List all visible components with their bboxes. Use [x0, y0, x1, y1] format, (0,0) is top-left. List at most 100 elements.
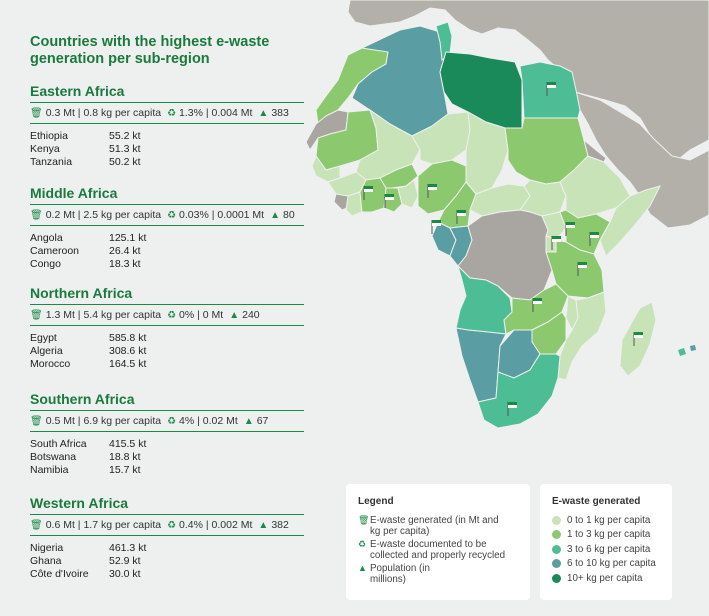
- documented-value: 0% | 0 Mt: [179, 309, 224, 321]
- trash-bin-icon: 🗑︎: [30, 107, 43, 119]
- country-name: Algeria: [30, 345, 63, 357]
- country-row: Morocco 164.5 kt: [30, 358, 304, 371]
- recycle-icon: ♻︎: [167, 519, 177, 531]
- region-title: Middle Africa: [30, 185, 118, 201]
- country-row: Algeria 308.6 kt: [30, 345, 304, 358]
- country-name: Tanzania: [30, 156, 73, 168]
- scale-item: 0 to 1 kg per capita: [552, 515, 660, 526]
- color-swatch: [552, 530, 561, 540]
- country-name: Kenya: [30, 143, 60, 155]
- recycle-icon: ♻︎: [358, 539, 367, 549]
- country-value: 50.2 kt: [109, 156, 141, 168]
- country-row: Nigeria 461.3 kt: [30, 542, 304, 555]
- country-eritrea: [583, 138, 607, 163]
- color-swatch: [552, 573, 561, 583]
- country-row: Cameroon 26.4 kt: [30, 245, 304, 258]
- legend-panel: Legend 🗑︎ E-waste generated (in Mt and k…: [346, 484, 530, 600]
- country-row: Egypt 585.8 kt: [30, 332, 304, 345]
- documented-value: 1.3% | 0.004 Mt: [179, 107, 253, 119]
- generated-value: 0.2 Mt | 2.5 kg per capita: [45, 209, 162, 221]
- country-row: South Africa 415.5 kt: [30, 438, 304, 451]
- scale-panel: E-waste generated 0 to 1 kg per capita 1 …: [540, 484, 672, 600]
- country-name: Ghana: [30, 555, 62, 567]
- scale-title: E-waste generated: [552, 496, 641, 507]
- country-name: Congo: [30, 258, 61, 270]
- person-icon: ▲: [258, 107, 269, 119]
- color-swatch: [552, 559, 561, 569]
- country-row: Angola 125.1 kt: [30, 232, 304, 245]
- flag-icon: [565, 222, 575, 236]
- person-icon: ▲: [243, 415, 254, 427]
- country-list: Angola 125.1 kt Cameroon 26.4 kt Congo 18.3 k…: [30, 232, 304, 271]
- region-title: Southern Africa: [30, 391, 135, 407]
- generated-value: 1.3 Mt | 5.4 kg per capita: [45, 309, 162, 321]
- scale-list: 0 to 1 kg per capita 1 to 3 kg per capita…: [552, 515, 660, 584]
- scale-item-label: 10+ kg per capita: [567, 572, 643, 584]
- country-value: 585.8 kt: [109, 332, 147, 344]
- trash-bin-icon: 🗑︎: [30, 519, 43, 531]
- scale-item: 10+ kg per capita: [552, 573, 660, 584]
- scale-item: 3 to 6 kg per capita: [552, 544, 660, 555]
- country-value: 415.5 kt: [109, 438, 147, 450]
- country-value: 26.4 kt: [109, 245, 141, 257]
- recycle-icon: ♻︎: [167, 107, 177, 119]
- region-title: Eastern Africa: [30, 83, 125, 99]
- population-value: 240: [242, 309, 260, 321]
- country-value: 52.9 kt: [109, 555, 141, 567]
- region-stats: 🗑︎ 0.6 Mt | 1.7 kg per capita ♻︎ 0.4% | 0.0…: [30, 514, 304, 536]
- population-value: 80: [282, 209, 295, 221]
- legend-item: ▲ Population (in millions): [358, 563, 518, 585]
- scale-item: 6 to 10 kg per capita: [552, 558, 660, 569]
- scale-item-label: 1 to 3 kg per capita: [567, 529, 651, 541]
- country-value: 18.8 kt: [109, 451, 141, 463]
- country-list: Ethiopia 55.2 kt Kenya 51.3 kt Tanzania 50.2 …: [30, 130, 304, 169]
- country-value: 51.3 kt: [109, 143, 141, 155]
- region-stats: 🗑︎ 0.3 Mt | 0.8 kg per capita ♻︎ 1.3% | 0.0…: [30, 102, 304, 124]
- region-block: Western Africa 🗑︎ 0.6 Mt | 1.7 kg per capi…: [30, 494, 304, 581]
- trash-bin-icon: 🗑︎: [30, 209, 43, 221]
- region-title: Northern Africa: [30, 285, 133, 301]
- country-row: Namibia 15.7 kt: [30, 464, 304, 477]
- legend-item: 🗑︎ E-waste generated (in Mt and kg per c…: [358, 515, 518, 537]
- flag-icon: [427, 184, 437, 198]
- country-name: Ethiopia: [30, 130, 68, 142]
- country-row: Ghana 52.9 kt: [30, 555, 304, 568]
- region-stats: 🗑︎ 0.2 Mt | 2.5 kg per capita ♻︎ 0.03% | 0.…: [30, 204, 304, 226]
- region-block: Southern Africa 🗑︎ 0.5 Mt | 6.9 kg per cap…: [30, 390, 304, 477]
- scale-item-label: 3 to 6 kg per capita: [567, 543, 651, 555]
- country-row: Botswana 18.8 kt: [30, 451, 304, 464]
- flag-icon: [456, 210, 466, 224]
- trash-bin-icon: 🗑︎: [30, 415, 43, 427]
- color-swatch: [552, 544, 561, 554]
- country-value: 30.0 kt: [109, 568, 141, 580]
- country-value: 461.3 kt: [109, 542, 147, 554]
- country-name: South Africa: [30, 438, 87, 450]
- country-mozambique: [557, 291, 607, 381]
- flag-icon: [431, 220, 441, 234]
- recycle-icon: ♻︎: [167, 309, 177, 321]
- generated-value: 0.6 Mt | 1.7 kg per capita: [45, 519, 162, 531]
- flag-icon: [551, 236, 561, 250]
- flag-icon: [577, 262, 587, 276]
- region-block: Middle Africa 🗑︎ 0.2 Mt | 2.5 kg per capit…: [30, 184, 304, 271]
- population-value: 382: [271, 519, 289, 531]
- person-icon: ▲: [270, 209, 280, 221]
- legend-title: Legend: [358, 496, 394, 507]
- country-row: Ethiopia 55.2 kt: [30, 130, 304, 143]
- scale-item-label: 6 to 10 kg per capita: [567, 558, 656, 570]
- legend-item-label: E-waste generated (in Mt and kg per capi…: [370, 515, 499, 537]
- region-title: Western Africa: [30, 495, 129, 511]
- region-block: Northern Africa 🗑︎ 1.3 Mt | 5.4 kg per cap…: [30, 284, 304, 371]
- population-value: 383: [271, 107, 289, 119]
- scale-item-label: 0 to 1 kg per capita: [567, 515, 651, 526]
- legend-item: ♻︎ E-waste documented to be collected an…: [358, 539, 518, 561]
- country-value: 125.1 kt: [109, 232, 147, 244]
- flag-icon: [532, 298, 542, 312]
- flag-markers: [363, 82, 643, 416]
- country-row: Tanzania 50.2 kt: [30, 156, 304, 169]
- documented-value: 4% | 0.02 Mt: [179, 415, 238, 427]
- country-madagascar: [619, 301, 657, 377]
- flag-icon: [546, 82, 556, 96]
- country-liberia: [345, 191, 363, 217]
